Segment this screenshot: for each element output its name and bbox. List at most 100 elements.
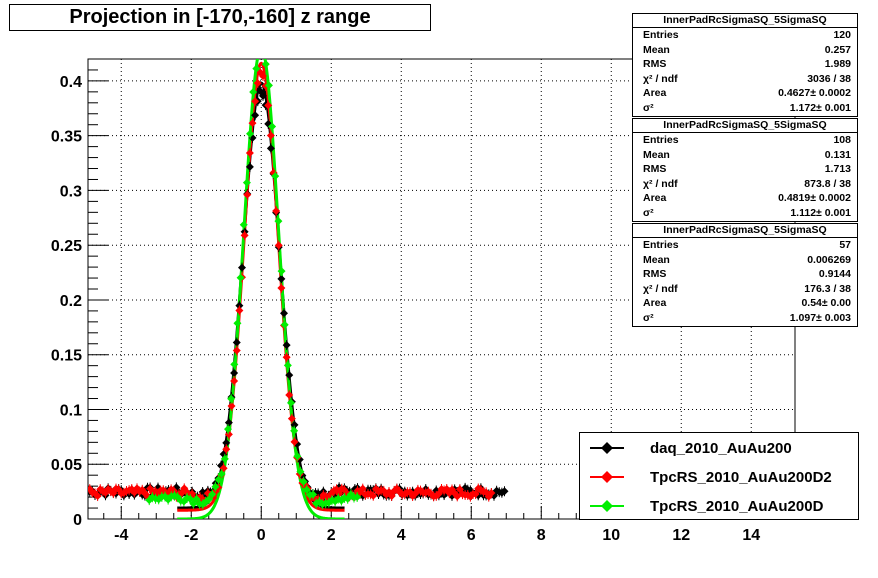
data-point [208, 490, 217, 499]
stats-row: Mean 0.257 [633, 43, 857, 58]
data-point [256, 45, 264, 53]
data-point [471, 490, 480, 499]
data-point [280, 309, 288, 318]
data-point [264, 101, 273, 110]
stats-row: Entries 120 [633, 28, 857, 43]
y-tick-label: 0.25 [51, 238, 82, 255]
x-tick-label: -2 [184, 527, 198, 544]
y-tick-label: 0.15 [51, 348, 82, 365]
stats-row: Mean 0.131 [633, 148, 857, 163]
stats-row: Area 0.54± 0.00 [633, 296, 857, 311]
data-point [253, 79, 262, 88]
data-point [248, 119, 257, 128]
stats-label: RMS [643, 58, 667, 71]
data-point [290, 437, 299, 446]
stats-row: RMS 0.9144 [633, 267, 857, 282]
data-point [296, 467, 305, 476]
data-point [230, 360, 239, 369]
stats-row: Area 0.4819± 0.0002 [633, 191, 857, 206]
x-tick-label: 0 [257, 527, 266, 544]
data-point [274, 217, 283, 226]
data-point [283, 361, 292, 370]
chart-title: Projection in [-170,-160] z range [9, 4, 431, 31]
stats-box-2: InnerPadRcSigmaSQ_5SigmaSQ Entries 108 Me… [632, 118, 858, 222]
stats-label: Mean [643, 253, 670, 266]
data-point [222, 438, 231, 447]
stats-label: Area [643, 87, 667, 100]
data-point [287, 398, 295, 407]
data-point [220, 454, 229, 463]
stats-value: 1.112± 0.001 [790, 206, 851, 219]
data-point [251, 111, 260, 120]
stats-row: σ² 1.097± 0.003 [633, 311, 857, 326]
y-tick-label: 0.4 [60, 74, 82, 91]
data-point [224, 425, 232, 434]
data-point [236, 273, 245, 282]
stats-label: Area [643, 297, 667, 310]
stats-value: 1.097± 0.003 [789, 311, 851, 324]
data-point [282, 341, 291, 350]
data-point [205, 495, 214, 504]
stats-label: Entries [643, 239, 679, 251]
data-point [227, 402, 236, 411]
stats-label: σ² [643, 311, 654, 324]
stats-row: χ² / ndf 3036 / 38 [633, 72, 857, 87]
data-point [277, 267, 286, 276]
data-point [358, 484, 367, 493]
stats-label: Entries [643, 29, 679, 41]
data-point [487, 489, 496, 498]
stats-row: σ² 1.172± 0.001 [633, 101, 857, 116]
x-tick-labels: -4 -2 0 2 4 6 8 10 12 14 [114, 527, 760, 544]
data-point [285, 391, 294, 400]
data-point [217, 470, 226, 479]
stats-value: 0.54± 0.00 [801, 297, 851, 310]
stats-label: χ² / ndf [643, 177, 678, 190]
x-tick-label: 12 [672, 527, 690, 544]
legend: daq_2010_AuAu200 TpcRS_2010_AuAu200D2 Tp… [579, 432, 859, 520]
data-point [277, 274, 286, 283]
x-tick-label: 6 [467, 527, 476, 544]
stats-value: 0.9144 [818, 268, 851, 281]
stats-box-3: InnerPadRcSigmaSQ_5SigmaSQ Entries 57 Mea… [632, 223, 858, 327]
legend-label: daq_2010_AuAu200 [650, 440, 792, 457]
legend-entry: TpcRS_2010_AuAu200D [580, 494, 858, 520]
data-point [230, 376, 239, 385]
data-point [230, 368, 239, 377]
x-tick-label: 10 [602, 527, 620, 544]
stats-label: Entries [643, 134, 679, 146]
stats-value: 120 [833, 29, 851, 41]
y-tick-label: 0 [73, 512, 82, 529]
x-tick-label: -4 [114, 527, 128, 544]
stats-row: RMS 1.989 [633, 57, 857, 72]
data-point [299, 477, 308, 486]
stats-title: InnerPadRcSigmaSQ_5SigmaSQ [633, 119, 857, 133]
legend-entry: TpcRS_2010_AuAu200D2 [580, 465, 858, 491]
stats-value: 0.257 [824, 43, 851, 56]
data-point [290, 426, 299, 435]
stats-title: InnerPadRcSigmaSQ_5SigmaSQ [633, 14, 857, 28]
data-points [88, 45, 509, 510]
y-tick-label: 0.35 [51, 129, 82, 146]
stats-row: Entries 57 [633, 238, 857, 253]
stats-row: σ² 1.112± 0.001 [633, 206, 857, 221]
data-point [500, 487, 509, 496]
data-point [238, 263, 246, 272]
data-point [259, 72, 267, 81]
stats-label: RMS [643, 268, 667, 281]
data-point [222, 445, 231, 454]
stats-box-1: InnerPadRcSigmaSQ_5SigmaSQ Entries 120 Me… [632, 13, 858, 117]
stats-value: 1.172± 0.001 [789, 101, 851, 114]
x-tick-label: 2 [327, 527, 336, 544]
data-point [287, 414, 296, 423]
stats-label: χ² / ndf [643, 72, 678, 85]
data-point [271, 172, 280, 181]
x-tick-label: 14 [742, 527, 760, 544]
stats-value: 108 [833, 134, 851, 146]
y-tick-labels: 0 0.05 0.1 0.15 0.2 0.25 0.3 0.35 0.4 [51, 74, 82, 529]
stats-value: 3036 / 38 [807, 72, 851, 85]
legend-label: TpcRS_2010_AuAu200D2 [650, 469, 832, 486]
data-point [245, 149, 254, 158]
data-point [252, 64, 261, 73]
y-tick-label: 0.2 [60, 293, 82, 310]
stats-label: Area [643, 192, 667, 205]
